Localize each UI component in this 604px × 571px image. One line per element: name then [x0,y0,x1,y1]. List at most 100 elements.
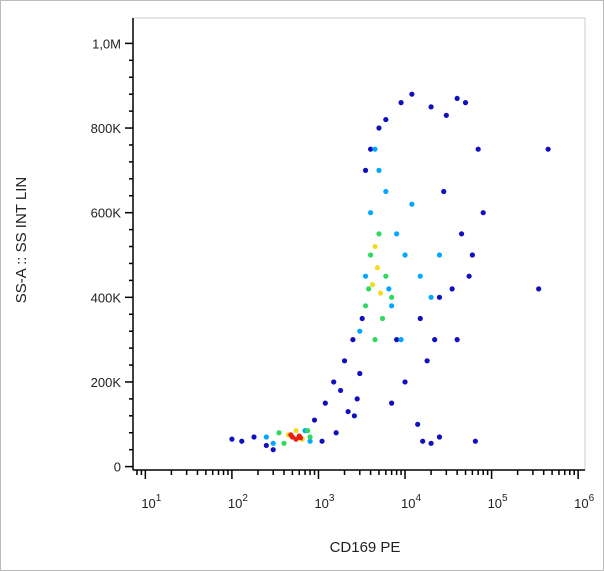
x-tick-base: 10 [401,496,415,511]
data-point [377,290,384,296]
data-point [357,370,363,377]
data-point [293,436,299,442]
data-point [311,417,318,423]
data-point [341,358,348,364]
x-tick-power: 5 [502,493,508,504]
data-point [428,440,434,446]
data-point [376,167,382,173]
x-axis-label: CD169 PE [330,539,401,556]
x-tick-power: 6 [589,493,595,504]
data-point [409,201,415,207]
data-point [436,252,443,258]
x-tick-base: 10 [228,496,242,511]
data-point [466,273,472,279]
data-point [263,442,269,449]
data-point [398,337,404,343]
data-point [376,231,382,237]
data-point [424,358,430,364]
data-point [449,286,455,292]
data-point [536,286,542,292]
data-point [480,210,486,216]
data-point [270,440,276,446]
x-tick-label: 103 [314,493,334,511]
data-point [458,231,465,237]
data-point [288,432,294,438]
data-point [436,434,443,440]
data-point [386,286,392,292]
x-tick-label: 105 [488,493,508,511]
data-point [372,337,378,343]
data-point [319,438,325,444]
data-point [333,430,339,436]
data-point [366,286,372,292]
data-point [443,112,449,118]
data-point [383,273,389,279]
x-tick-base: 10 [314,496,328,511]
x-tick-label: 101 [141,493,161,511]
data-point [372,146,378,152]
data-point [350,337,356,343]
data-point [394,337,400,343]
data-point [417,273,423,279]
data-point [383,188,389,195]
data-point [428,294,434,300]
y-tick-label: 800K [91,121,122,136]
data-point [417,315,423,322]
data-point [389,400,395,406]
data-point [263,434,269,440]
data-point [359,315,365,322]
x-tick-power: 3 [329,493,335,504]
data-point [436,294,443,300]
data-point [432,337,438,343]
data-point [331,379,337,385]
y-tick-label: 400K [91,290,122,305]
data-point [428,104,434,110]
x-tick-label: 104 [401,493,421,511]
data-point [305,428,311,434]
data-point [281,440,287,446]
data-point [376,125,382,131]
data-point [307,434,313,440]
x-tick-base: 10 [488,496,502,511]
data-point [276,430,282,436]
data-point [394,231,400,237]
y-tick-label: 600K [91,206,122,221]
y-tick-label: 0 [114,460,121,475]
data-point [389,294,395,300]
data-point [307,438,313,444]
data-point [357,328,363,334]
x-tick-base: 10 [574,496,588,511]
data-point [362,273,369,279]
data-point [362,303,369,309]
data-point [297,435,304,441]
x-tick-label: 102 [228,493,248,511]
data-point [402,252,408,258]
data-point [398,100,404,106]
data-point [472,438,478,444]
data-point [367,146,374,152]
data-point [351,413,357,419]
data-point [251,434,257,440]
data-point [354,396,360,402]
x-tick-label: 106 [574,493,594,511]
data-point [469,252,475,258]
data-point [293,428,299,434]
data-point [462,100,469,106]
data-point [367,210,374,216]
data-point [362,167,369,173]
y-tick-label: 1,0M [92,36,121,51]
data-point [441,188,447,195]
data-point [475,146,481,152]
data-point [369,282,376,288]
data-point [345,408,351,415]
data-point [454,337,460,343]
data-point [367,252,374,258]
x-tick-power: 1 [156,493,162,504]
data-point [454,95,460,102]
data-point [389,303,395,309]
data-point [402,379,408,385]
data-point [383,116,389,123]
y-axis-label: SS-A :: SS INT LIN [13,177,30,303]
